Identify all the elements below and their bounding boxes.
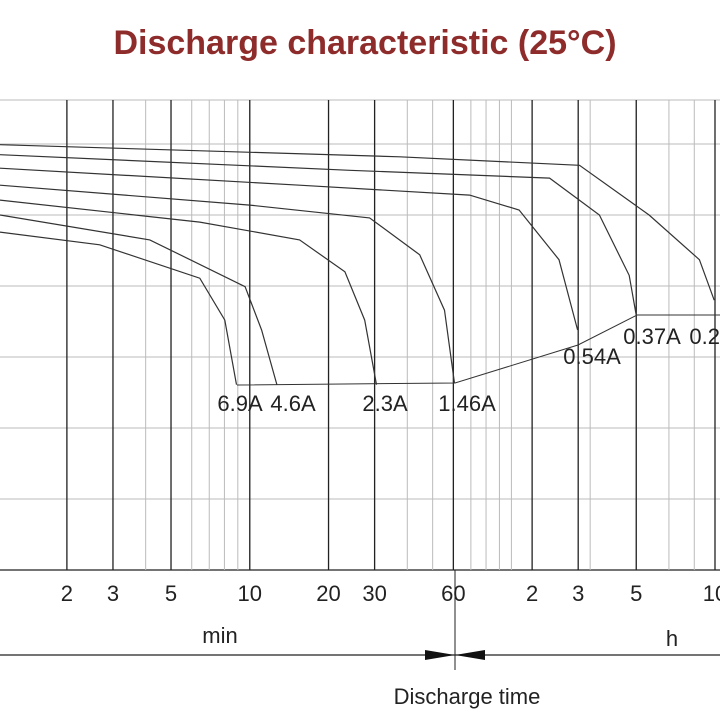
x-tick-label: 5 xyxy=(165,581,177,606)
cutoff-line xyxy=(236,314,720,386)
curve-label: 6.9A xyxy=(217,391,263,416)
chart-title: Discharge characteristic (25°C) xyxy=(113,24,616,62)
x-tick-label: 30 xyxy=(362,581,386,606)
curve-label: 1.46A xyxy=(438,391,496,416)
unit-label: h xyxy=(666,626,678,651)
curve-label: 0.2A xyxy=(689,324,720,349)
x-tick-label: 3 xyxy=(107,581,119,606)
curve-label: 4.6A xyxy=(270,391,316,416)
discharge-curve xyxy=(0,154,637,316)
discharge-curve xyxy=(0,214,278,385)
discharge-curve xyxy=(0,167,579,331)
discharge-curve xyxy=(0,199,378,385)
curve-label: 0.54A xyxy=(563,344,621,369)
x-tick-label: 20 xyxy=(316,581,340,606)
arrow xyxy=(455,650,485,660)
x-tick-label: 10 xyxy=(238,581,262,606)
discharge-curve xyxy=(0,231,238,385)
x-tick-label: 60 xyxy=(441,581,465,606)
x-tick-label: 10 xyxy=(703,581,720,606)
arrow xyxy=(425,650,455,660)
curve-label: 2.3A xyxy=(362,391,408,416)
x-tick-label: 2 xyxy=(61,581,73,606)
discharge-curve xyxy=(0,184,456,384)
curve-label: 0.37A xyxy=(623,324,681,349)
x-tick-label: 3 xyxy=(572,581,584,606)
x-axis-label: Discharge time xyxy=(394,684,541,709)
discharge-curve xyxy=(0,144,715,301)
unit-label: min xyxy=(202,623,237,648)
x-tick-label: 5 xyxy=(630,581,642,606)
x-tick-label: 2 xyxy=(526,581,538,606)
